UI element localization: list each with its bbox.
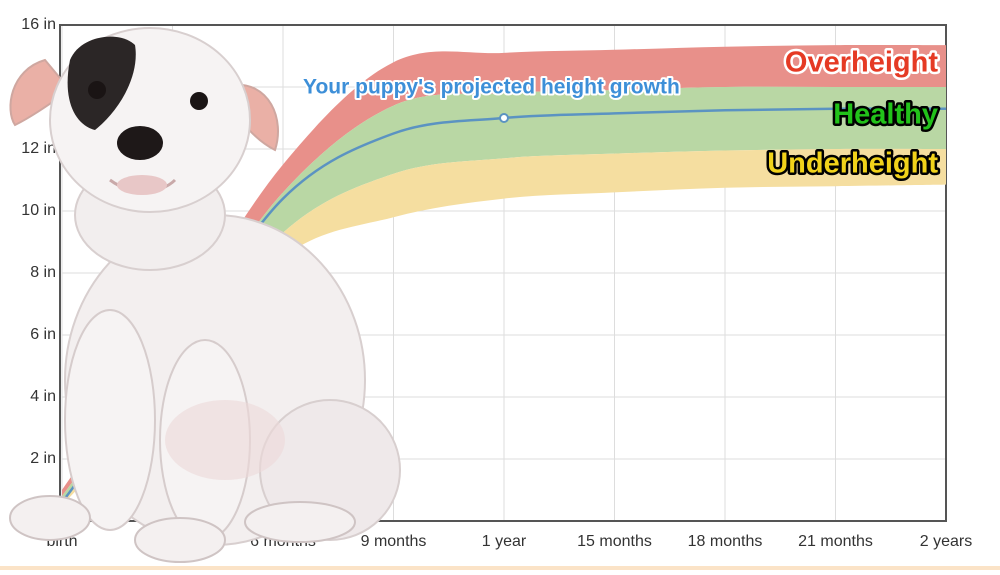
y-tick-label: 16 in	[21, 16, 56, 33]
band-label: Overheight	[785, 47, 938, 79]
y-tick-label: 8 in	[30, 264, 56, 281]
x-tick-label: 21 months	[798, 533, 873, 550]
band-label: Healthy	[833, 99, 938, 131]
y-tick-label: 6 in	[30, 326, 56, 343]
x-tick-label: 9 months	[361, 533, 427, 550]
puppy-photo	[9, 27, 401, 563]
bottom-strip	[0, 566, 1000, 570]
series-label: Your puppy's projected height growth	[303, 76, 680, 99]
y-tick-label: 10 in	[21, 202, 56, 219]
highlight-point	[499, 113, 509, 123]
band-area	[62, 86, 946, 503]
x-tick-label: 1 year	[482, 533, 527, 550]
y-tick-label: 12 in	[21, 140, 56, 157]
y-tick-label: 4 in	[30, 388, 56, 405]
x-tick-label: 2 years	[920, 533, 972, 550]
band-label: Underheight	[767, 147, 938, 179]
plot-frame	[59, 24, 947, 522]
x-tick-label: 15 months	[577, 533, 652, 550]
y-tick-label: 2 in	[30, 450, 56, 467]
x-tick-label: 18 months	[688, 533, 763, 550]
